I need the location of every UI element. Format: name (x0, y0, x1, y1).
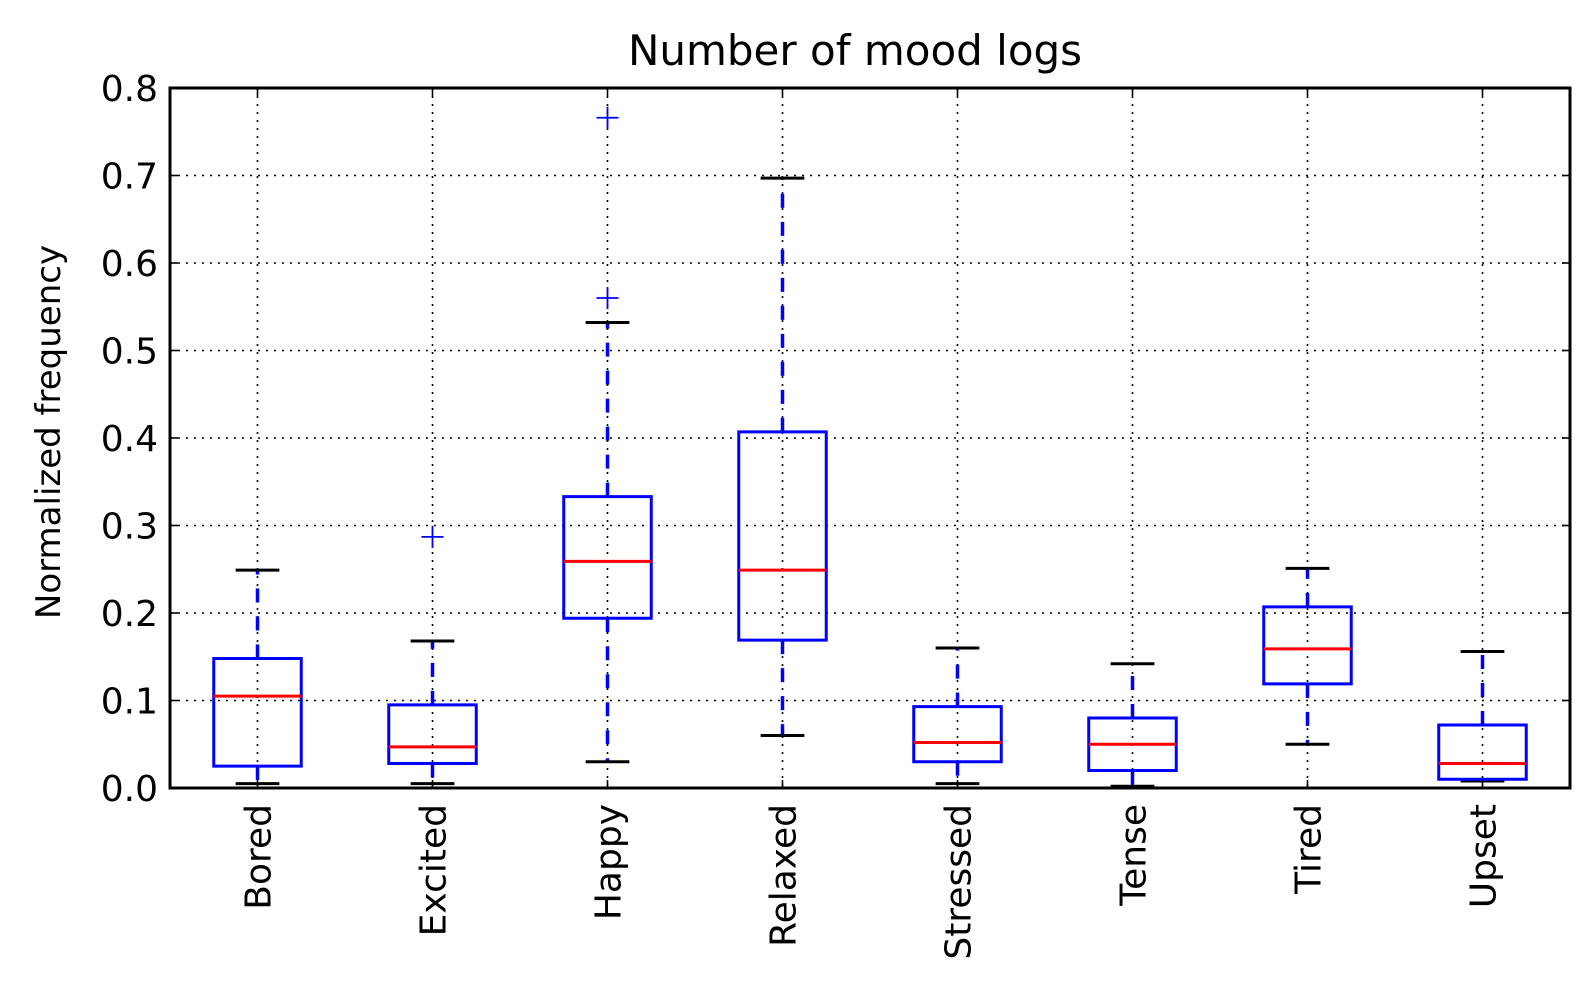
chart-title: Number of mood logs (628, 26, 1082, 75)
box-bored (212, 568, 303, 786)
box-upset (1437, 650, 1528, 783)
box-iqr (212, 657, 303, 768)
x-tick-label: Stressed (939, 804, 980, 960)
y-tick-label: 0.5 (101, 332, 158, 373)
box-iqr (1437, 723, 1528, 781)
y-tick-label: 0.2 (101, 594, 158, 635)
x-tick-label: Upset (1464, 804, 1505, 908)
box-iqr (912, 705, 1003, 764)
box-iqr (1262, 605, 1353, 686)
x-tick-label: Excited (414, 804, 455, 936)
box-tired (1262, 566, 1353, 746)
y-tick-label: 0.7 (101, 157, 158, 198)
x-tick-label: Tired (1289, 804, 1330, 895)
flier-point (596, 287, 619, 309)
grid-lines (170, 88, 1570, 788)
y-tick-label: 0.6 (101, 244, 158, 285)
y-tick-label: 0.3 (101, 507, 158, 548)
box-tense (1087, 662, 1178, 788)
axis-ticks: 0.0 0.1 0.2 0.3 0.4 0.5 0.6 0.7 0.8 Bored Excited H… (101, 69, 1570, 960)
flier-point (596, 106, 619, 129)
x-tick-label: Relaxed (764, 804, 805, 947)
box-series (212, 106, 1528, 788)
box-iqr (387, 703, 478, 765)
box-stressed (912, 646, 1003, 786)
y-tick-label: 0.4 (101, 419, 158, 460)
y-tick-label: 0.8 (101, 69, 158, 110)
x-tick-label: Happy (589, 804, 630, 920)
plot-frame (168, 86, 1572, 790)
box-iqr (562, 495, 653, 620)
box-iqr (737, 430, 828, 642)
y-tick-label: 0.1 (101, 682, 158, 723)
box-happy (562, 106, 653, 764)
y-tick-label: 0.0 (101, 769, 158, 810)
y-axis-label: Normalized frequency (29, 245, 69, 619)
x-tick-label: Tense (1114, 804, 1155, 907)
box-relaxed (737, 176, 828, 737)
flier-point (421, 525, 444, 548)
x-tick-label: Bored (239, 804, 280, 910)
box-excited (387, 525, 478, 786)
